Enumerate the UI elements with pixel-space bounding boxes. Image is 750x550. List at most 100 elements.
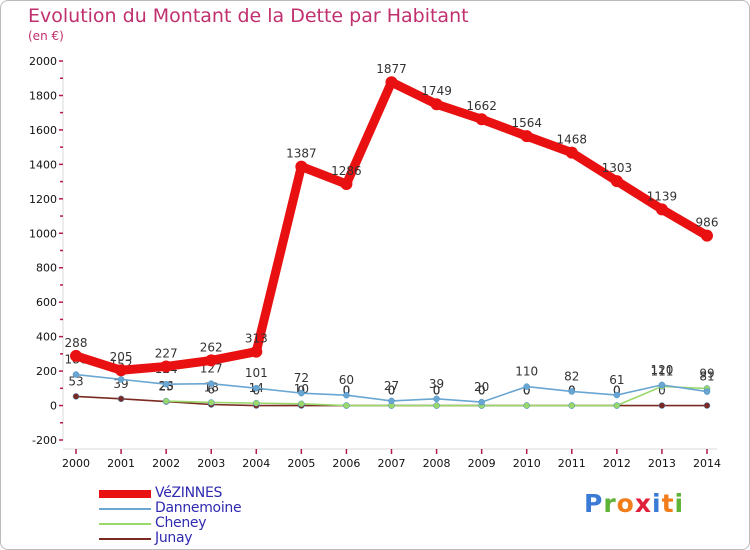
legend-swatch [99,523,151,525]
data-label-junay: 0 [523,384,531,398]
x-tick-label: 2006 [332,457,360,470]
x-tick-label: 2011 [558,457,586,470]
data-label-dannemoine: 61 [609,373,624,387]
legend-label: Junay [155,530,193,546]
x-tick-label: 2008 [423,457,451,470]
data-label-vezinnes: 986 [696,216,719,230]
data-point-vezinnes [70,349,82,362]
x-tick-label: 2002 [152,457,180,470]
data-point-dannemoine [298,389,305,397]
data-label-junay: 0 [433,384,441,398]
data-label-vezinnes: 1303 [602,161,633,175]
x-tick-label: 2014 [693,457,721,470]
data-point-vezinnes [701,229,713,242]
data-point-dannemoine [72,371,80,378]
data-point-cheney [298,400,305,408]
brand-letter: r [603,489,617,518]
data-point-cheney [523,402,530,409]
data-point-vezinnes [475,113,488,126]
data-point-vezinnes [160,360,173,373]
data-point-dannemoine [613,391,621,399]
data-label-vezinnes: 1877 [376,62,407,76]
data-label-dannemoine: 20 [474,380,489,394]
data-point-junay [117,395,125,403]
y-tick-label: 1200 [29,193,57,206]
data-point-junay [658,402,666,409]
brand-letter: P [584,489,604,518]
y-tick-label: -200 [32,434,57,447]
data-label-vezinnes: 1662 [466,99,497,113]
data-point-vezinnes [610,175,623,188]
y-tick-label: 1800 [29,89,57,102]
data-label-cheney: 111 [650,364,673,378]
brand-letter: x [634,489,652,518]
data-label-dannemoine: 110 [515,365,538,379]
data-label-vezinnes: 227 [155,346,178,360]
data-point-junay [72,393,80,400]
y-tick-label: 0 [50,400,57,413]
data-point-dannemoine [388,397,395,405]
data-label-cheney: 0 [523,384,531,398]
data-point-cheney [433,402,440,409]
y-tick-label: 1000 [29,227,57,240]
x-tick-label: 2012 [603,457,631,470]
data-label-vezinnes: 1139 [647,189,678,203]
data-label-vezinnes: 1564 [511,116,542,130]
data-point-junay [703,402,711,409]
x-tick-label: 2009 [468,457,496,470]
data-point-vezinnes [385,76,398,89]
data-point-vezinnes [340,178,353,191]
data-label-junay: 0 [388,384,396,398]
data-label-dannemoine: 81 [699,370,714,384]
data-label-dannemoine: 82 [564,369,579,383]
data-label-dannemoine: 39 [429,377,444,391]
x-tick-label: 2005 [287,457,315,470]
chart-subtitle: (en €) [28,29,64,43]
x-tick-label: 2013 [648,457,676,470]
data-label-cheney: 0 [478,384,486,398]
data-label-junay: 0 [613,384,621,398]
data-label-vezinnes: 1387 [286,147,317,161]
brand-logo: Proxiti [584,489,684,518]
data-label-vezinnes: 313 [245,332,268,346]
data-label-dannemoine: 27 [384,379,399,393]
data-point-vezinnes [430,98,443,111]
data-label-junay: 0 [478,384,486,398]
data-point-dannemoine [162,380,170,388]
legend-swatch [99,490,151,498]
data-label-cheney: 0 [433,384,441,398]
y-tick-label: 200 [36,365,57,378]
brand-letter: i [652,489,662,518]
brand-letter: i [674,489,685,518]
data-label-vezinnes: 1749 [421,84,452,98]
x-tick-label: 2004 [242,457,270,470]
legend-label: VéZINNES [155,485,223,501]
data-point-dannemoine [117,376,125,383]
data-point-dannemoine [478,398,485,406]
legend-swatch [99,538,151,540]
y-tick-label: 1600 [29,124,57,137]
data-label-vezinnes: 1468 [557,133,588,147]
brand-letter: t [661,489,675,518]
data-label-dannemoine: 101 [245,366,268,380]
data-point-cheney [613,402,621,409]
data-point-dannemoine [253,384,260,392]
data-point-dannemoine [658,381,666,389]
data-point-vezinnes [295,160,308,173]
data-point-vezinnes [115,364,128,377]
data-label-junay: 6 [207,383,215,397]
data-label-dannemoine: 120 [650,363,673,377]
data-point-vezinnes [655,203,668,216]
legend-label: Dannemoine [155,500,242,516]
data-label-cheney: 99 [699,366,714,380]
data-label-vezinnes: 205 [110,350,133,364]
y-tick-label: 2000 [29,55,57,68]
data-point-vezinnes [565,146,578,159]
data-label-dannemoine: 60 [339,373,354,387]
data-point-vezinnes [250,345,263,358]
data-point-cheney [343,402,350,409]
legend-label: Cheney [155,515,207,531]
data-point-dannemoine [207,380,215,387]
data-point-dannemoine [343,391,350,399]
